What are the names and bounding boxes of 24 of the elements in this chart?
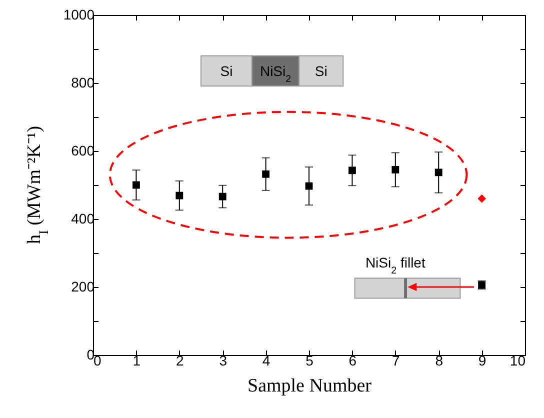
x-tick-label: 5 xyxy=(306,352,314,368)
point xyxy=(132,181,140,189)
point xyxy=(392,166,400,174)
x-tick-label: 9 xyxy=(478,352,486,368)
x-tick-label: 1 xyxy=(132,352,141,368)
point xyxy=(218,192,226,200)
x-tick-label: 3 xyxy=(219,352,228,368)
point xyxy=(478,194,486,203)
point xyxy=(434,168,442,176)
y-tick-label: 1000 xyxy=(63,6,95,22)
x-tick-label: 4 xyxy=(262,352,270,368)
point xyxy=(348,166,356,174)
x-tick-label: 7 xyxy=(392,352,400,368)
x-tick-label: 2 xyxy=(176,352,184,368)
x-tick-label: 10 xyxy=(510,352,526,368)
annotation: Si xyxy=(314,62,328,79)
point xyxy=(262,170,270,178)
x-axis-title: Sample Number xyxy=(247,376,372,396)
annotation: NiSi$_{2}$ xyxy=(260,62,292,84)
annotation: NiSi$_{2}$ fillet xyxy=(365,254,426,276)
x-tick-label: 8 xyxy=(435,352,444,368)
point xyxy=(176,192,184,200)
annotation: Si xyxy=(220,62,233,79)
x-tick-label: 6 xyxy=(348,352,357,368)
